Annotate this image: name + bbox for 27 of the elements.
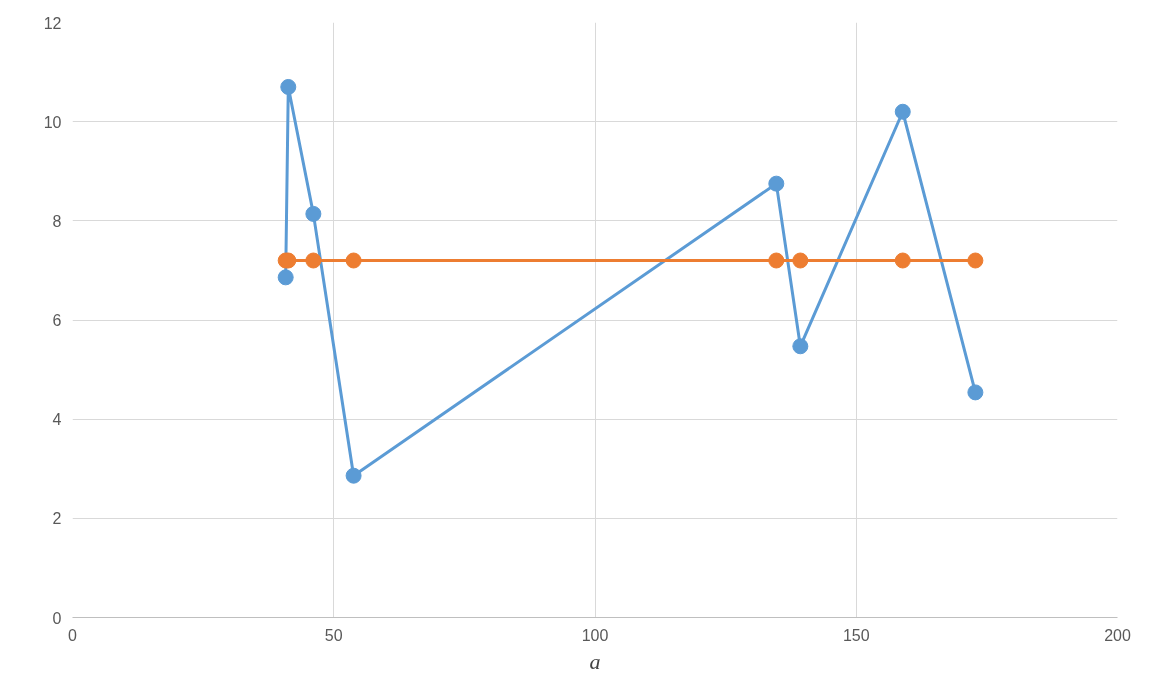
point	[792, 338, 809, 355]
point	[277, 269, 294, 286]
x-tick-label: 0	[68, 626, 78, 644]
x-tick-label: 100	[581, 626, 609, 644]
point	[305, 252, 322, 269]
y-tick-label: 8	[52, 212, 62, 230]
x-axis-title: a	[589, 648, 601, 674]
point	[305, 205, 322, 222]
point	[280, 78, 297, 95]
y-tick-label: 6	[52, 312, 62, 329]
x-tick-label: 150	[842, 626, 870, 644]
y-tick-label: 0	[52, 609, 62, 627]
x-tick-label: 200	[1104, 626, 1131, 644]
point	[768, 175, 785, 192]
point	[894, 103, 911, 120]
x-tick-label: 50	[324, 626, 343, 644]
point	[792, 252, 809, 269]
point	[967, 384, 984, 401]
point	[768, 252, 785, 269]
y-tick-label: 2	[52, 510, 62, 528]
point	[894, 252, 911, 269]
y-tick-label: 12	[43, 14, 62, 32]
y-tick-label: 10	[43, 113, 62, 131]
point	[345, 467, 362, 484]
point	[345, 252, 362, 269]
y-tick-label: 4	[52, 411, 62, 429]
point	[967, 252, 984, 269]
